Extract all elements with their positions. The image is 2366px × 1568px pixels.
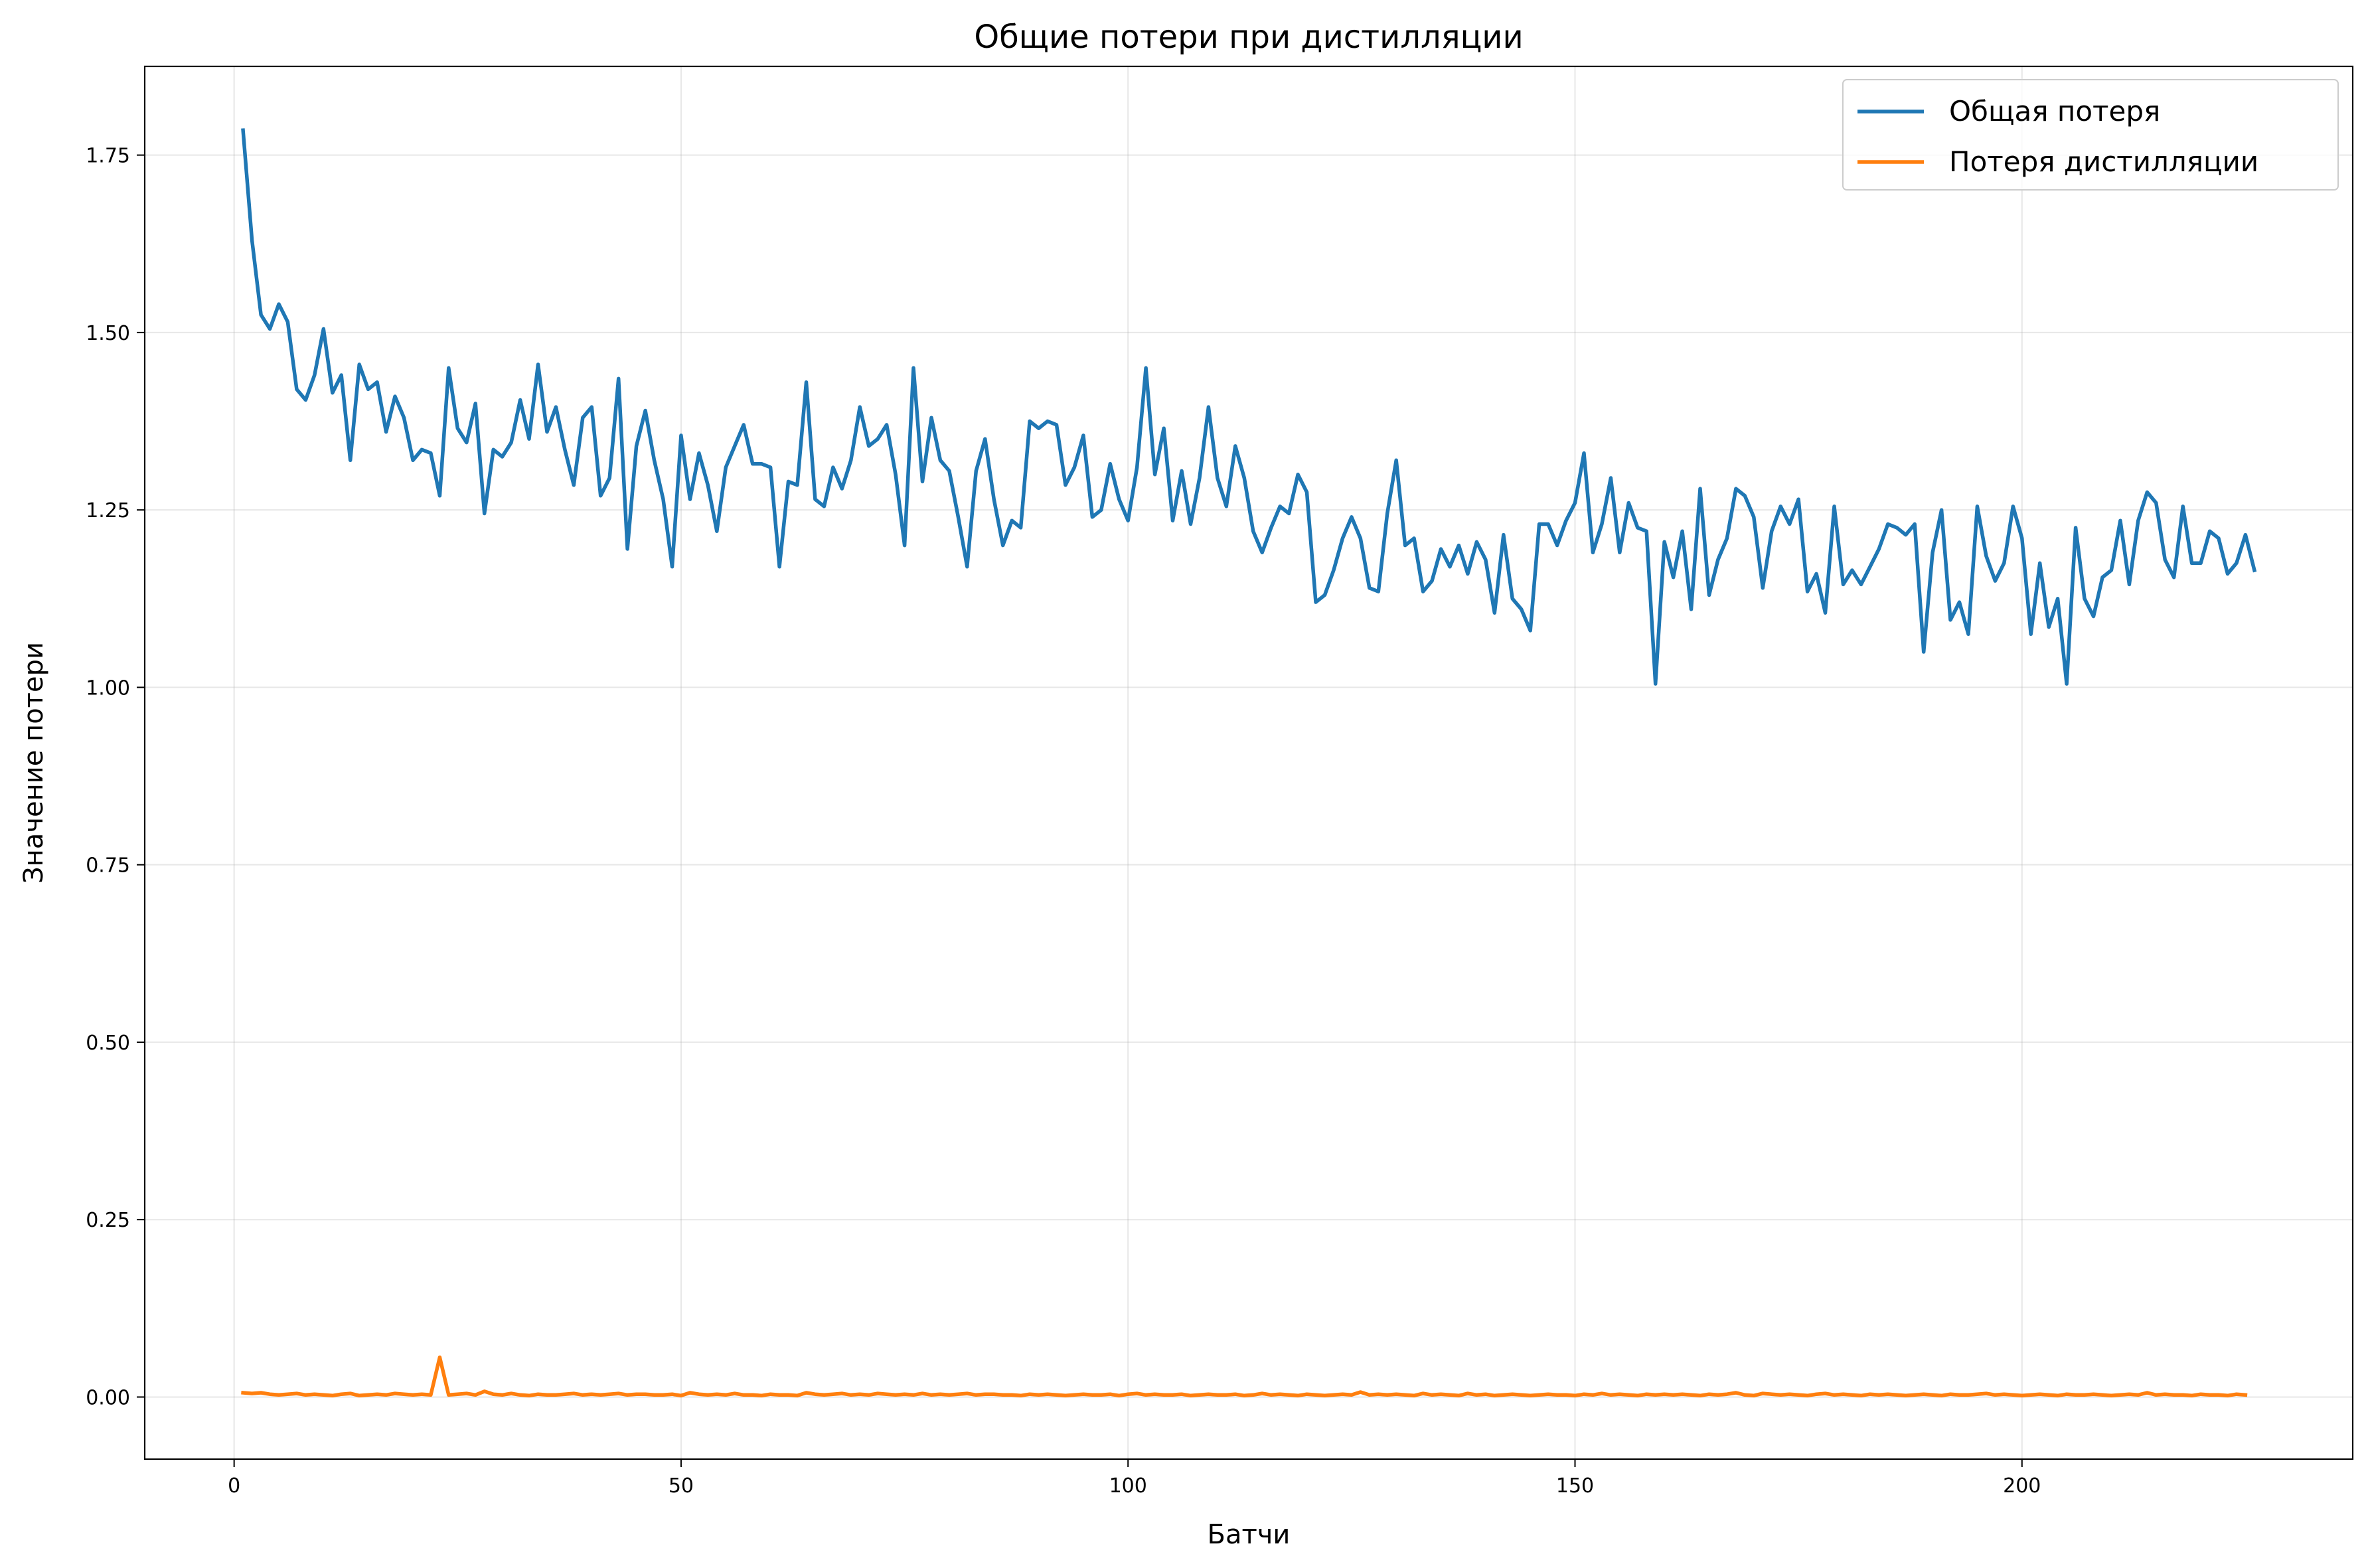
y-tick-label: 1.00 [86,676,130,700]
legend-label-total-loss: Общая потеря [1949,95,2160,127]
y-tick-label: 1.75 [86,145,130,168]
y-tick-label: 0.75 [86,854,130,878]
series-layer [241,128,2257,1398]
series-line-total-loss [241,128,2257,686]
y-tick-label: 0.25 [86,1209,130,1232]
x-tick-label: 0 [228,1474,240,1498]
legend-box [1842,79,2339,191]
x-tick-label: 200 [2003,1474,2041,1498]
x-axis-label: Батчи [1208,1520,1291,1550]
legend-label-distillation-loss: Потеря дистилляции [1949,145,2258,178]
y-tick-label: 1.25 [86,499,130,522]
legend: Общая потеря Потеря дистилляции [1842,79,2339,191]
ticks: 0 50 100 150 200 0.00 0.25 0.50 0.75 1.00 1.25 1.50… [86,145,2041,1498]
y-tick-label: 1.50 [86,322,130,345]
x-tick-label: 150 [1556,1474,1594,1498]
x-tick-label: 100 [1109,1474,1147,1498]
series-line-distillation-loss [241,1355,2248,1398]
y-axis-label: Значение потери [19,642,49,884]
x-tick-label: 50 [669,1474,694,1498]
y-tick-label: 0.00 [86,1386,130,1409]
plot-frame [143,65,2354,1460]
y-tick-label: 0.50 [86,1032,130,1055]
chart-title: Общие потери при дистилляции [974,19,1523,56]
